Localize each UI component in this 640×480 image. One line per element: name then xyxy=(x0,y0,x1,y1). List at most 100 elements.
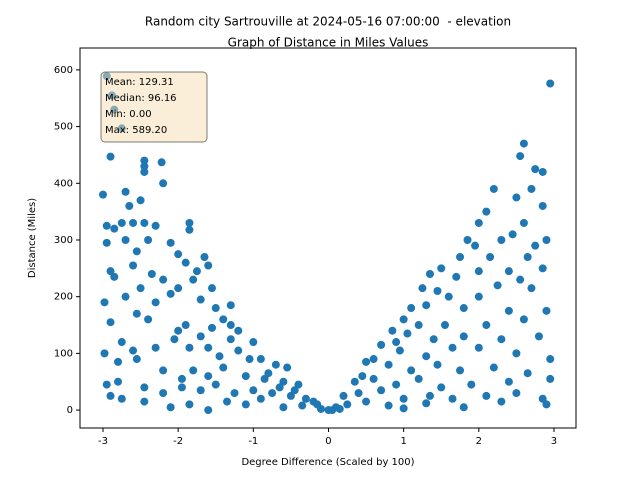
point xyxy=(392,338,401,347)
point xyxy=(459,304,468,313)
point xyxy=(219,315,228,324)
point xyxy=(207,323,216,332)
point xyxy=(440,321,449,330)
point xyxy=(102,221,111,230)
point xyxy=(121,187,130,196)
point xyxy=(132,247,141,256)
point xyxy=(151,298,160,307)
point xyxy=(219,363,228,372)
point xyxy=(425,270,434,279)
point xyxy=(512,389,521,398)
point xyxy=(542,306,551,315)
point xyxy=(106,152,115,161)
point xyxy=(159,389,168,398)
point xyxy=(519,315,528,324)
point xyxy=(358,372,367,381)
point xyxy=(527,184,536,193)
point xyxy=(388,326,397,335)
point xyxy=(170,335,179,344)
point xyxy=(159,275,168,284)
point xyxy=(350,377,359,386)
point xyxy=(204,343,213,352)
point xyxy=(279,377,288,386)
point xyxy=(523,369,532,378)
point xyxy=(211,380,220,389)
point xyxy=(369,374,378,383)
point xyxy=(508,230,517,239)
point xyxy=(328,406,337,415)
point xyxy=(245,355,254,364)
point xyxy=(422,352,431,361)
point xyxy=(174,326,183,335)
point xyxy=(377,386,386,395)
point xyxy=(474,343,483,352)
point xyxy=(486,252,495,261)
point xyxy=(177,383,186,392)
point xyxy=(407,366,416,375)
point xyxy=(147,270,156,279)
point xyxy=(335,404,344,413)
point xyxy=(546,355,555,364)
point xyxy=(474,267,483,276)
point xyxy=(117,338,126,347)
x-tick-label: -2 xyxy=(173,436,183,447)
point xyxy=(433,287,442,296)
point xyxy=(414,374,423,383)
point xyxy=(407,304,416,313)
point xyxy=(177,374,186,383)
point xyxy=(234,326,243,335)
point xyxy=(395,346,404,355)
point xyxy=(301,394,310,403)
point xyxy=(399,404,408,413)
point xyxy=(166,238,175,247)
point xyxy=(102,238,111,247)
point xyxy=(102,380,111,389)
point xyxy=(117,218,126,227)
point xyxy=(519,139,528,148)
point xyxy=(204,372,213,381)
point xyxy=(459,403,468,412)
point xyxy=(538,264,547,273)
point xyxy=(316,404,325,413)
point xyxy=(433,360,442,369)
point xyxy=(207,284,216,293)
point xyxy=(121,235,130,244)
point xyxy=(151,221,160,230)
point xyxy=(369,355,378,364)
point xyxy=(181,258,190,267)
point xyxy=(129,261,138,270)
point xyxy=(414,321,423,330)
point xyxy=(226,301,235,310)
point xyxy=(185,225,194,234)
point xyxy=(309,397,318,406)
y-tick-label: 600 xyxy=(54,65,73,76)
point xyxy=(215,352,224,361)
point xyxy=(157,158,166,167)
point xyxy=(132,309,141,318)
point xyxy=(538,167,547,176)
point xyxy=(129,218,138,227)
point xyxy=(223,397,232,406)
point xyxy=(226,335,235,344)
point xyxy=(482,321,491,330)
point xyxy=(512,193,521,202)
point xyxy=(144,315,153,324)
point xyxy=(456,366,465,375)
point xyxy=(185,400,194,409)
point xyxy=(531,165,540,174)
point xyxy=(204,406,213,415)
point xyxy=(463,235,472,244)
point xyxy=(418,284,427,293)
stats-line: Min: 0.00 xyxy=(105,109,152,120)
point xyxy=(538,201,547,210)
point xyxy=(196,295,205,304)
point xyxy=(452,272,461,281)
point xyxy=(542,235,551,244)
point xyxy=(298,401,307,410)
point xyxy=(114,357,123,366)
point xyxy=(474,218,483,227)
point xyxy=(429,335,438,344)
point xyxy=(527,284,536,293)
point xyxy=(144,235,153,244)
point xyxy=(132,355,141,364)
